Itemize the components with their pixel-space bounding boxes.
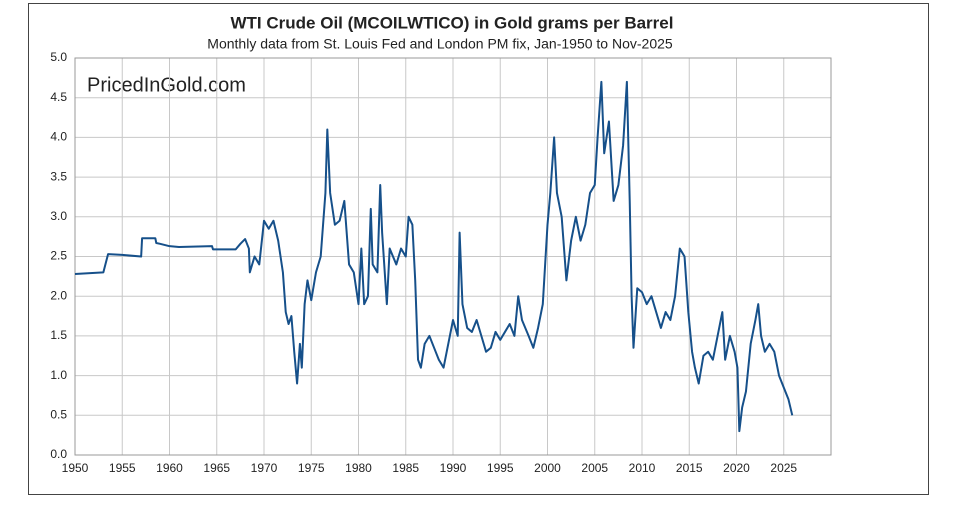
x-tick-label: 1980	[345, 461, 372, 475]
y-tick-label: 1.0	[50, 368, 67, 382]
y-tick-label: 3.5	[50, 169, 67, 183]
x-tick-label: 1990	[440, 461, 467, 475]
chart-subtitle: Monthly data from St. Louis Fed and Lond…	[207, 36, 673, 52]
x-tick-label: 2015	[676, 461, 703, 475]
y-tick-label: 4.5	[50, 90, 67, 104]
y-tick-label: 5.0	[50, 50, 67, 64]
x-tick-label: 2010	[629, 461, 656, 475]
x-tick-label: 1960	[156, 461, 183, 475]
chart-title: WTI Crude Oil (MCOILWTICO) in Gold grams…	[231, 13, 674, 32]
y-tick-label: 4.0	[50, 130, 67, 144]
x-tick-label: 1970	[251, 461, 278, 475]
x-tick-label: 1995	[487, 461, 514, 475]
x-tick-label: 1955	[109, 461, 136, 475]
x-tick-label: 1950	[62, 461, 89, 475]
y-tick-label: 2.0	[50, 288, 67, 302]
x-tick-label: 2020	[723, 461, 750, 475]
x-tick-label: 2000	[534, 461, 561, 475]
x-tick-label: 2025	[770, 461, 797, 475]
y-tick-label: 1.5	[50, 328, 67, 342]
plot-frame	[74, 57, 832, 456]
chart-frame	[28, 3, 929, 495]
y-tick-label: 3.0	[50, 209, 67, 223]
x-tick-label: 1975	[298, 461, 325, 475]
data-line	[74, 80, 794, 433]
y-tick-label: 0.0	[50, 447, 67, 461]
x-tick-label: 1965	[203, 461, 230, 475]
x-tick-label: 2005	[581, 461, 608, 475]
y-tick-label: 0.5	[50, 407, 67, 421]
x-tick-label: 1985	[392, 461, 419, 475]
y-tick-label: 2.5	[50, 249, 67, 263]
watermark: PricedInGold.com	[87, 74, 246, 96]
